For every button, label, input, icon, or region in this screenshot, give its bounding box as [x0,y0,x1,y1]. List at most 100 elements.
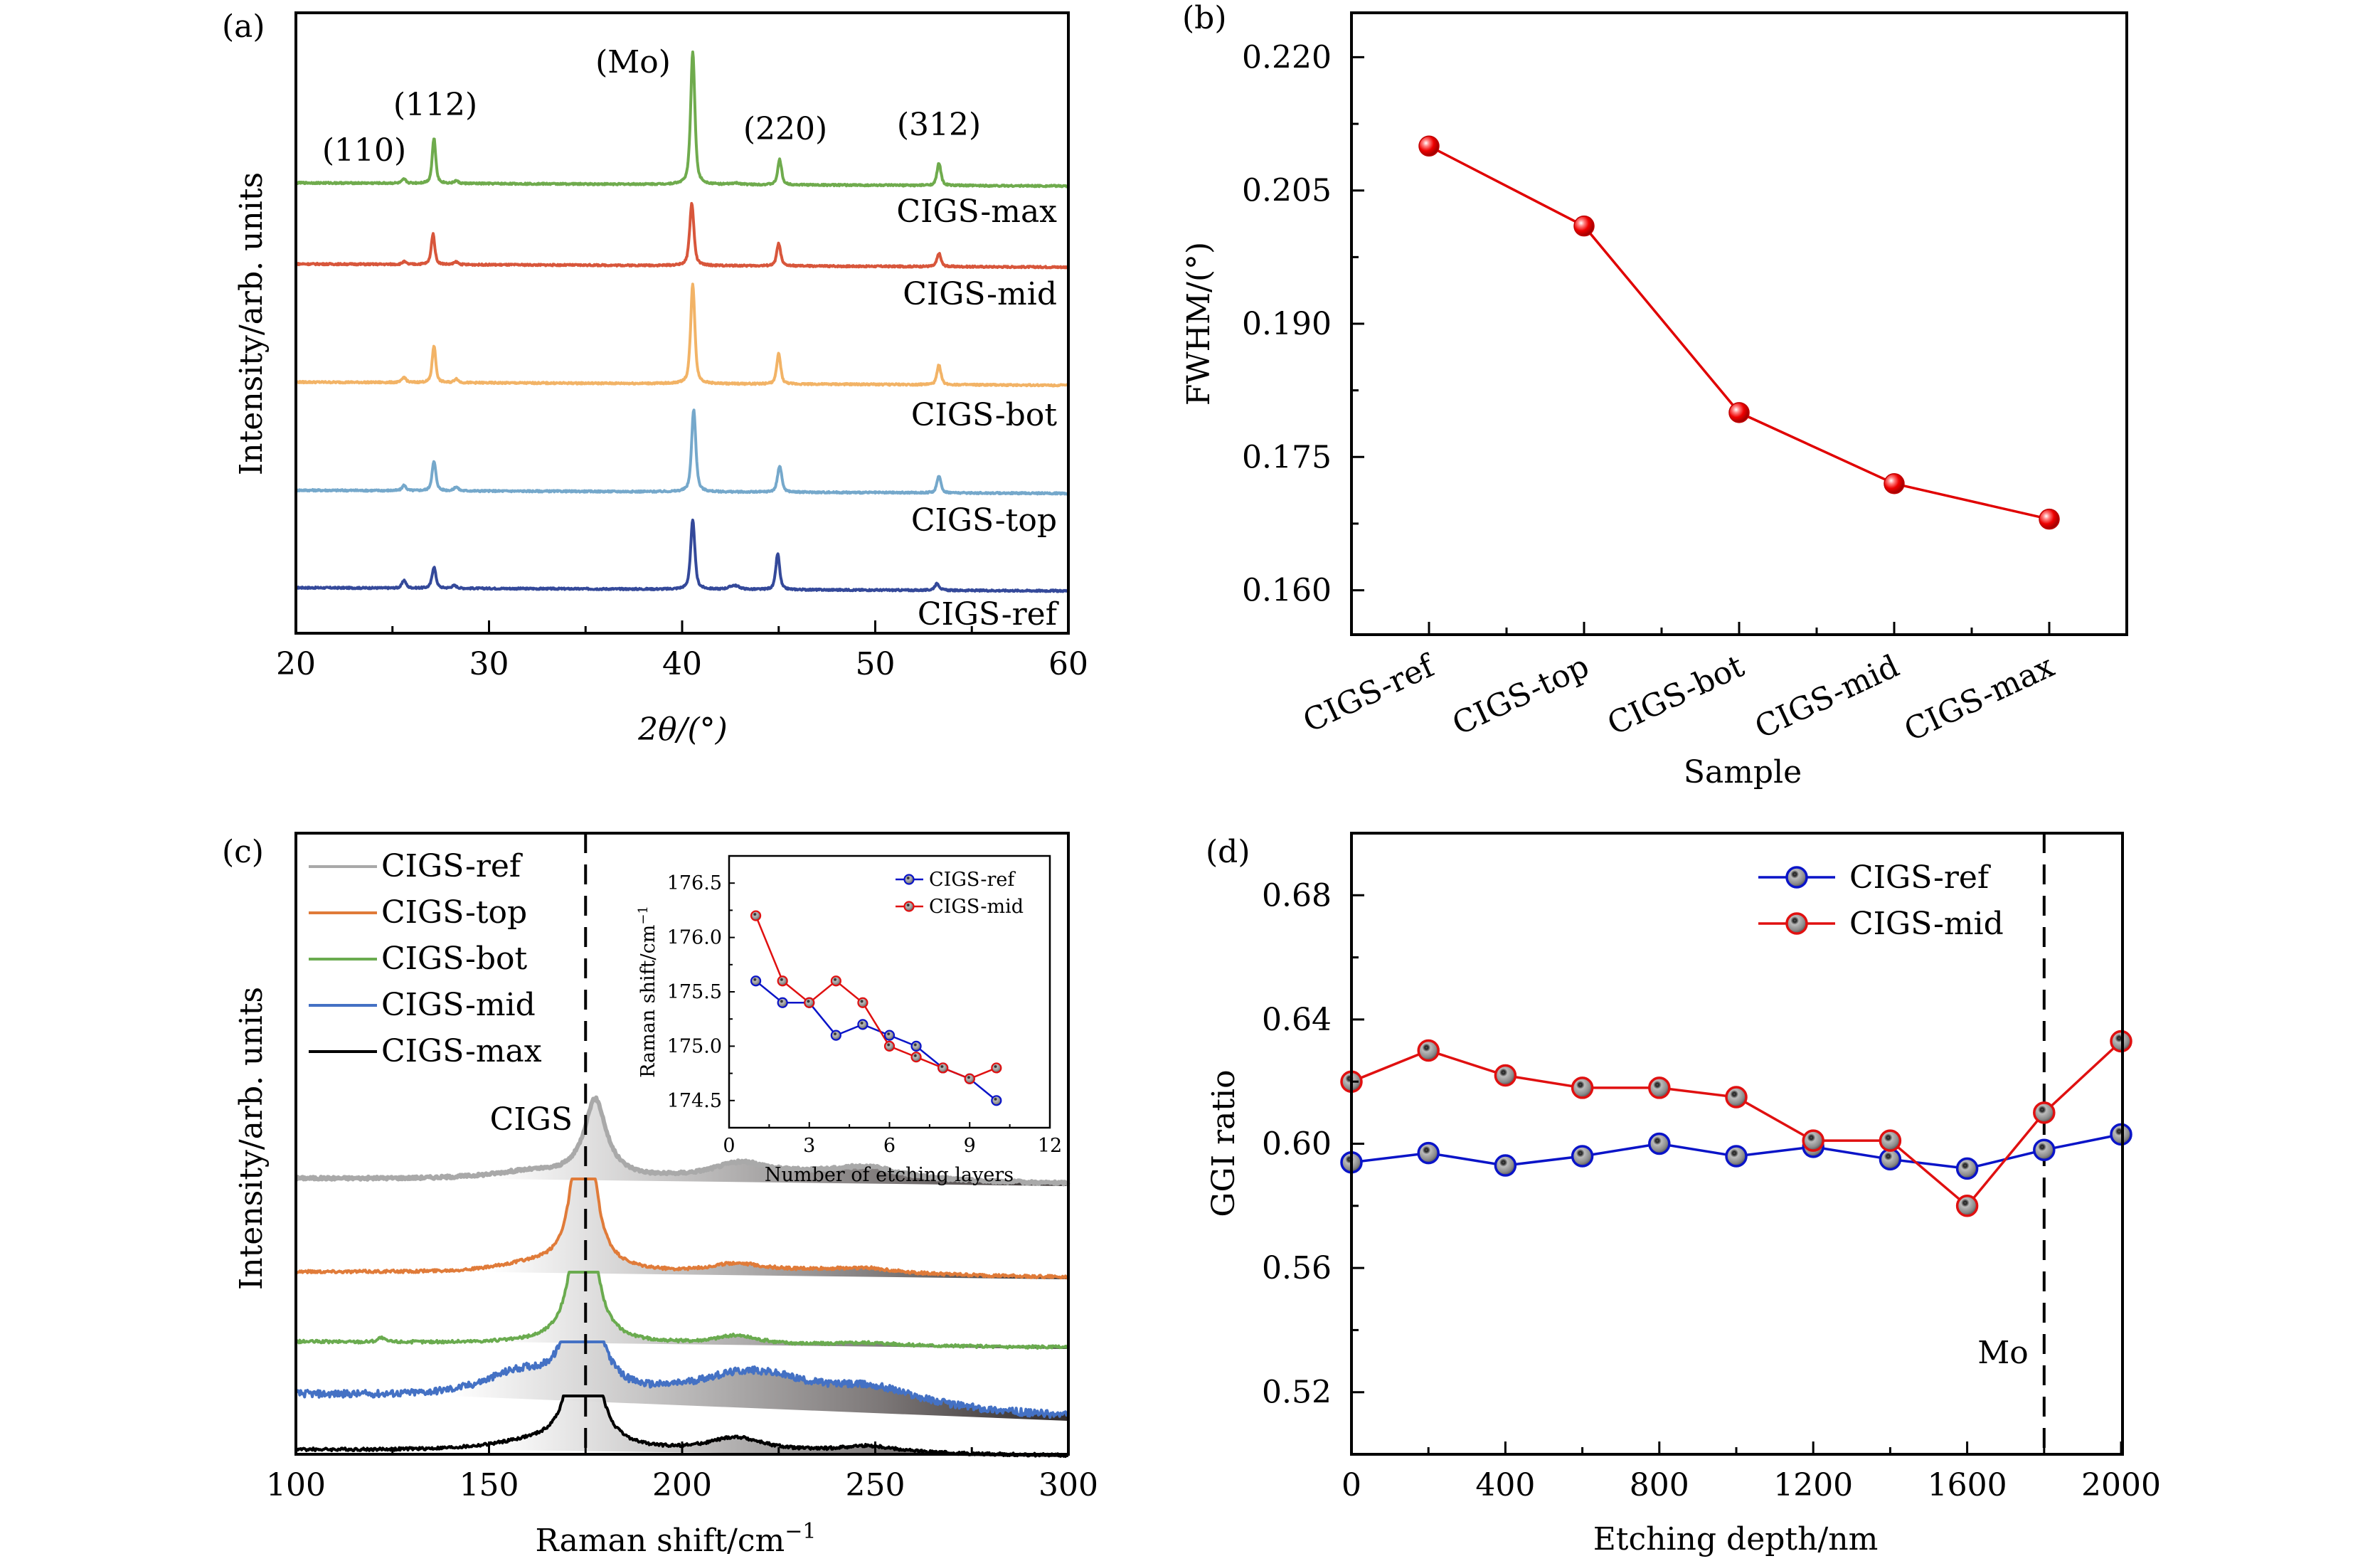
panel-c-x-axis-label: Raman shift/cm−1 [535,1519,816,1559]
inset-y-tick-label: 175.5 [667,981,722,1003]
ggi-point-cigs-mid [2033,1101,2056,1124]
inset-x-tick-label: 3 [803,1135,815,1157]
fwhm-point-cigs-top [1573,215,1595,237]
ggi-legend: CIGS-ref CIGS-mid [1758,859,2004,942]
ggi-point-cigs-ref [1879,1148,1902,1171]
x-tick-label: 50 [856,646,896,682]
panel-b-frame [1350,11,2128,636]
x-tick-label: 400 [1475,1467,1535,1503]
panel-a-x-ticks: 20 30 40 50 60 [276,620,1088,682]
inset-point-cigs-ref [777,997,788,1008]
ggi-point-cigs-ref [1648,1132,1671,1155]
ggi-point-cigs-ref [1725,1145,1748,1168]
raman-fill-cigs-top [489,1179,1068,1279]
legend-marker [1785,866,1808,889]
mo-reference-label: Mo [1977,1335,2029,1371]
xrd-series-label: CIGS-bot [911,397,1057,433]
peak-label: (312) [897,107,981,143]
xrd-series-label: CIGS-mid [903,276,1057,312]
panel-a-x-axis-label: 2θ/(°) [637,711,728,748]
panel-b-ticks: 0.160 0.175 0.190 0.205 0.220 CIGS-ref CIGS-to… [1242,39,2060,748]
inset-point-cigs-mid [804,997,815,1008]
inset-ticks: 0 3 6 9 12 174.5 175.0 175.5 176.0 176.5 [667,855,1062,1157]
inset-y-tick-label: 174.5 [667,1090,722,1112]
ggi-point-cigs-mid [1725,1086,1748,1109]
ggi-point-cigs-mid [1648,1076,1671,1099]
y-tick-label: 0.64 [1262,1002,1332,1038]
raman-legend: CIGS-ref CIGS-top CIGS-bot CIGS-mid CIGS-max [309,848,542,1069]
ggi-point-cigs-mid [1571,1076,1594,1099]
raman-trace-cigs-top [294,1178,1069,1280]
x-tick-label: 1200 [1773,1467,1853,1503]
raman-cigs-annotation: CIGS [490,1101,573,1138]
panel-b-label: (b) [1182,0,1227,36]
inset-y-tick-label: 176.0 [667,927,722,949]
x-tick-label: 250 [846,1467,905,1503]
panel-b-y-axis-label: FWHM/(°) [1181,242,1217,406]
inset-point-cigs-mid [750,910,762,921]
panel-d-label: (d) [1206,834,1250,870]
inset-point-cigs-mid [964,1073,975,1084]
y-tick-label: 0.56 [1262,1250,1332,1286]
fwhm-point-cigs-bot [1728,402,1750,423]
x-tick-label: 800 [1630,1467,1689,1503]
panel-d-ticks: 0 400 800 1200 1600 2000 0.52 0.56 0.60 0.64 0.68 [1262,832,2161,1503]
inset-x-tick-label: 0 [723,1135,735,1157]
x-tick-label: 0 [1342,1467,1361,1503]
xrd-series-labels: CIGS-ref CIGS-top CIGS-bot CIGS-mid CIGS-max [896,194,1058,633]
panel-d-x-axis-label: Etching depth/nm [1593,1521,1879,1557]
x-tick-label: 1600 [1928,1467,2007,1503]
inset-point-cigs-ref [830,1030,841,1041]
raman-trace-cigs-bot [294,1271,1070,1350]
fwhm-point-cigs-ref [1418,135,1440,157]
panel-c-x-ticks: 100 150 200 250 300 [266,1441,1098,1503]
legend-label: CIGS-ref [381,848,523,884]
fwhm-series [1418,135,2060,530]
xrd-peak-annotations: (110) (112) (Mo) (220) (312) [322,44,981,169]
y-tick-label: 0.190 [1242,306,1332,342]
x-tick-label: 150 [459,1467,519,1503]
ggi-point-cigs-ref [1494,1154,1517,1177]
panel-c-label: (c) [222,834,264,870]
panel-a-label: (a) [222,9,265,45]
x-category-label: CIGS-mid [1750,648,1905,746]
inset-point-cigs-mid [937,1062,949,1074]
ggi-point-cigs-mid [1802,1129,1824,1152]
inset-point-cigs-ref [883,1030,896,1041]
x-category-label: CIGS-ref [1297,647,1441,740]
xrd-trace-cigs-max [294,51,1069,189]
ggi-point-cigs-mid [1417,1039,1440,1062]
peak-label: (112) [393,87,477,123]
inset-y-tick-label: 176.5 [667,872,722,894]
ggi-point-cigs-ref [1955,1157,1979,1180]
x-tick-label: 300 [1038,1467,1098,1503]
legend-label: CIGS-bot [381,941,527,977]
x-category-label: CIGS-max [1899,648,2060,749]
inset-point-cigs-mid [910,1052,922,1063]
inset-x-axis-label: Number of etching layers [765,1164,1014,1186]
ggi-point-cigs-ref [1571,1145,1594,1168]
inset-legend-marker [903,874,915,885]
legend-label: CIGS-mid [1849,906,2004,942]
inset-point-cigs-ref [991,1095,1002,1106]
inset-point-cigs-mid [777,975,788,987]
panel-a-y-axis-label: Intensity/arb. units [233,172,270,475]
x-tick-label: 40 [662,646,702,682]
y-tick-label: 0.175 [1242,439,1332,475]
inset-x-tick-label: 12 [1038,1135,1062,1157]
legend-label: CIGS-top [381,894,527,931]
x-category-label: CIGS-top [1447,648,1594,743]
inset-legend-label: CIGS-mid [929,896,1024,918]
inset-legend-label: CIGS-ref [929,869,1016,891]
ggi-point-cigs-ref [2033,1138,2056,1161]
x-tick-label: 200 [652,1467,712,1503]
inset-point-cigs-mid [991,1062,1002,1074]
xrd-trace-cigs-ref [294,518,1070,593]
x-category-label: CIGS-bot [1602,648,1750,743]
xrd-series-label: CIGS-top [911,502,1057,539]
y-tick-label: 0.60 [1262,1126,1332,1163]
inset-background [729,856,1050,1128]
xrd-series-label: CIGS-ref [918,596,1059,633]
xrd-trace-cigs-bot [294,282,1069,388]
